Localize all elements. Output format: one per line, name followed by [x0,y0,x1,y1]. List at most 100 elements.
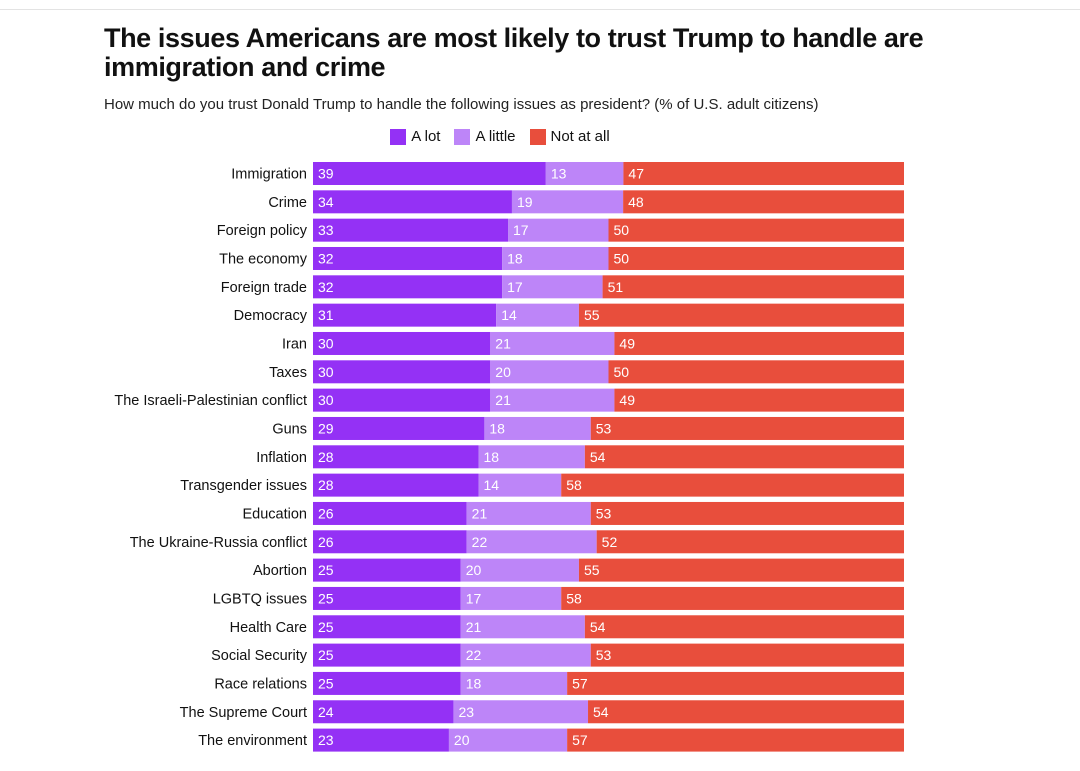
data-label-a-lot: 30 [318,392,334,408]
data-label-not-at-all: 55 [584,307,600,323]
data-label-not-at-all: 54 [590,449,606,465]
legend-label-a-little: A little [475,128,516,145]
bar-segment-a-little [466,501,591,525]
bar-segment-a-little [460,643,591,667]
data-label-a-lot: 31 [318,307,334,323]
data-label-not-at-all: 50 [614,222,630,238]
data-label-a-lot: 25 [318,619,334,635]
bar-segment-not-at-all [608,218,904,242]
bar-segment-not-at-all [590,416,904,440]
data-label-not-at-all: 49 [619,392,635,408]
bar-segment-a-lot [313,190,512,214]
data-label-not-at-all: 55 [584,562,600,578]
bar-segment-a-little [490,388,615,412]
bar-segment-not-at-all [578,303,904,327]
bar-segment-not-at-all [561,586,904,610]
category-label: Immigration [231,167,307,183]
bar-segment-a-lot [313,218,509,242]
category-label: Transgender issues [180,478,307,494]
bar-segment-a-lot [313,501,467,525]
data-label-a-lot: 26 [318,505,334,521]
legend-label-not-at-all: Not at all [550,128,610,145]
bar-segment-a-lot [313,331,491,355]
data-label-not-at-all: 50 [614,250,630,266]
bar-segment-not-at-all [596,530,904,554]
category-label: The economy [219,251,308,267]
chart-subtitle: How much do you trust Donald Trump to ha… [104,96,819,113]
bar-segment-not-at-all [608,246,904,270]
bar-segment-not-at-all [614,331,904,355]
data-label-a-lot: 32 [318,250,334,266]
bar-segment-a-little [508,218,609,242]
data-label-a-little: 21 [472,505,488,521]
data-label-not-at-all: 50 [614,364,630,380]
data-label-not-at-all: 57 [572,675,588,691]
bar-segment-a-little [545,162,624,185]
category-label: Crime [268,195,307,211]
category-label: Social Security [211,648,308,664]
data-label-a-lot: 26 [318,534,334,550]
bar-segment-a-little [448,728,568,752]
data-label-a-little: 22 [466,647,482,663]
data-label-a-lot: 32 [318,279,334,295]
data-label-a-little: 17 [507,279,523,295]
bar-segment-not-at-all [567,728,904,752]
bar-segment-a-lot [313,671,461,695]
data-label-a-little: 18 [483,449,499,465]
data-label-not-at-all: 48 [628,194,644,210]
bar-segment-a-little [502,246,609,270]
data-label-a-lot: 30 [318,335,334,351]
bar-segment-not-at-all [584,445,904,469]
data-label-a-little: 20 [495,364,511,380]
bar-segment-a-lot [313,303,497,327]
bar-segment-a-lot [313,388,491,412]
category-label: Inflation [256,450,307,466]
category-label: Taxes [269,365,307,381]
data-label-a-lot: 23 [318,732,334,748]
bar-segment-a-little [511,190,624,214]
bar-segment-a-little [496,303,579,327]
category-label: Foreign policy [217,223,308,239]
data-label-a-lot: 25 [318,562,334,578]
bar-segment-a-little [453,700,589,724]
data-label-not-at-all: 53 [596,647,612,663]
bar-segment-not-at-all [602,275,904,299]
data-label-a-lot: 24 [318,704,334,720]
data-label-a-lot: 39 [318,166,334,182]
data-label-not-at-all: 52 [602,534,618,550]
data-label-a-little: 17 [466,590,482,606]
bar-segment-not-at-all [608,360,904,384]
legend-item-a-lot: A lot [390,128,440,146]
bar-segment-a-lot [313,558,461,582]
data-label-a-little: 21 [495,392,511,408]
bar-segment-a-lot [313,530,467,554]
bar-segment-a-little [502,275,603,299]
bar-segment-a-little [490,331,615,355]
data-label-a-little: 20 [454,732,470,748]
bar-segment-a-lot [313,700,454,724]
legend-item-a-little: A little [454,128,516,146]
bar-segment-a-little [484,416,591,440]
data-label-not-at-all: 57 [572,732,588,748]
data-label-a-little: 21 [495,335,511,351]
data-label-not-at-all: 54 [593,704,609,720]
category-label: Guns [272,421,307,437]
data-label-a-little: 14 [483,477,499,493]
data-label-a-little: 22 [472,534,488,550]
data-label-not-at-all: 58 [566,477,582,493]
bar-segment-not-at-all [590,501,904,525]
data-label-not-at-all: 49 [619,335,635,351]
bar-segment-a-lot [313,445,479,469]
bar-segment-a-lot [313,586,461,610]
bar-segment-not-at-all [623,162,904,185]
bar-segment-a-lot [313,416,485,440]
data-label-a-little: 17 [513,222,529,238]
data-label-not-at-all: 53 [596,505,612,521]
category-label: Foreign trade [221,280,307,296]
category-label: The environment [198,733,307,749]
category-label: LGBTQ issues [213,591,307,607]
bar-segment-not-at-all [614,388,904,412]
data-label-a-little: 13 [551,166,567,182]
bar-segment-a-little [478,445,585,469]
